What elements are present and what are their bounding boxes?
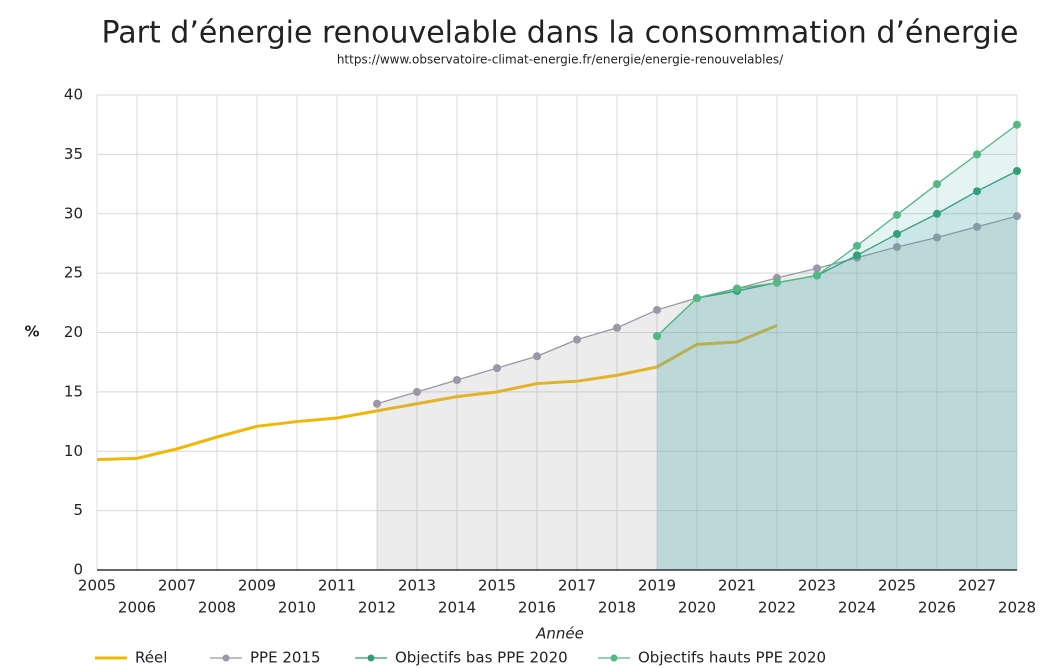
legend-marker — [610, 654, 618, 662]
x-tick-label: 2012 — [358, 599, 396, 617]
y-axis-label: % — [24, 323, 39, 341]
y-tick-label: 35 — [64, 145, 83, 163]
x-tick-label: 2025 — [878, 577, 916, 595]
marker — [573, 335, 581, 344]
y-tick-label: 10 — [64, 442, 83, 460]
marker — [893, 243, 901, 251]
x-tick-label: 2010 — [278, 599, 316, 617]
x-tick-label: 2014 — [438, 599, 476, 617]
x-tick-label: 2026 — [918, 599, 956, 617]
marker — [733, 284, 741, 293]
legend-label: Objectifs bas PPE 2020 — [395, 649, 568, 667]
x-tick-label: 2019 — [638, 577, 676, 595]
x-tick-label: 2028 — [998, 599, 1036, 617]
legend-label: Objectifs hauts PPE 2020 — [638, 649, 826, 667]
marker — [413, 387, 421, 396]
x-tick-label: 2013 — [398, 577, 436, 595]
chart-subtitle: https://www.observatoire-climat-energie.… — [337, 53, 784, 67]
y-tick-label: 30 — [64, 204, 83, 222]
marker — [493, 364, 501, 373]
marker — [653, 332, 661, 341]
x-tick-label: 2011 — [318, 577, 356, 595]
marker — [813, 264, 821, 273]
marker — [933, 180, 941, 189]
marker — [933, 209, 941, 218]
x-tick-label: 2024 — [838, 599, 876, 617]
marker — [1013, 212, 1021, 221]
marker — [773, 278, 781, 287]
x-tick-label: 2007 — [158, 577, 196, 595]
x-tick-label: 2005 — [78, 577, 116, 595]
y-tick-label: 40 — [64, 86, 83, 104]
marker — [853, 241, 861, 250]
chart-title: Part d’énergie renouvelable dans la cons… — [102, 16, 1019, 51]
marker — [973, 222, 981, 231]
marker — [893, 210, 901, 219]
marker — [973, 187, 981, 196]
marker — [1013, 167, 1021, 175]
x-tick-label: 2021 — [718, 577, 756, 595]
marker — [373, 399, 381, 408]
marker — [853, 251, 861, 260]
x-axis-label: Année — [535, 625, 584, 643]
area — [377, 216, 1017, 570]
y-tick-label: 15 — [64, 382, 83, 400]
marker — [893, 229, 901, 238]
x-tick-label: 2022 — [758, 599, 796, 617]
x-tick-label: 2015 — [478, 577, 516, 595]
legend-label: Réel — [135, 649, 167, 667]
line — [656, 170, 1018, 337]
marker — [933, 233, 941, 242]
x-tick-label: 2016 — [518, 599, 556, 617]
x-tick-label: 2018 — [598, 599, 636, 617]
x-tick-label: 2023 — [798, 577, 836, 595]
x-tick-label: 2017 — [558, 577, 596, 595]
legend-marker — [367, 654, 375, 662]
marker — [973, 150, 981, 159]
marker — [1013, 120, 1021, 129]
x-tick-label: 2020 — [678, 599, 716, 617]
marker — [693, 294, 701, 303]
legend-marker — [222, 654, 230, 662]
y-tick-label: 20 — [64, 323, 83, 341]
x-tick-label: 2008 — [198, 599, 236, 617]
legend-label: PPE 2015 — [250, 649, 321, 667]
line — [96, 323, 778, 462]
area — [657, 171, 1017, 570]
marker — [613, 323, 621, 332]
y-tick-label: 25 — [64, 264, 83, 282]
y-tick-label: 5 — [73, 501, 83, 519]
x-tick-label: 2009 — [238, 577, 276, 595]
marker — [813, 271, 821, 280]
area — [657, 124, 1017, 570]
marker — [533, 352, 541, 361]
x-tick-label: 2027 — [958, 577, 996, 595]
y-tick-label: 0 — [73, 561, 83, 579]
x-tick-label: 2006 — [118, 599, 156, 617]
line — [656, 124, 1018, 337]
marker — [453, 376, 461, 384]
marker — [653, 305, 661, 314]
